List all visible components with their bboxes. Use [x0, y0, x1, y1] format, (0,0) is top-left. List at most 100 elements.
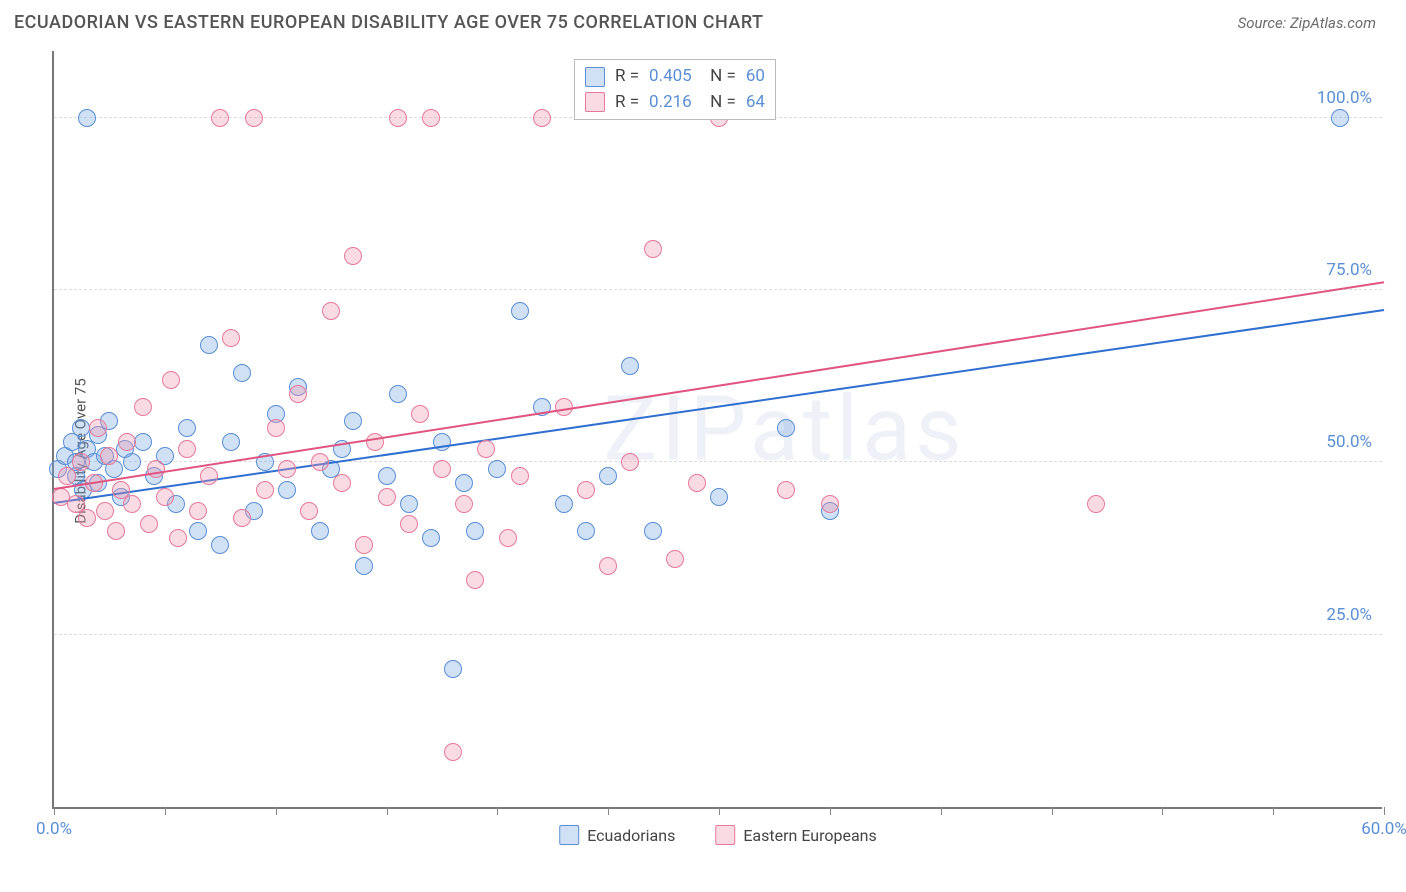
- legend-item: Ecuadorians: [559, 825, 675, 845]
- x-tick: [608, 807, 609, 815]
- data-point: [378, 488, 396, 506]
- data-point: [821, 495, 839, 513]
- data-point: [422, 109, 440, 127]
- data-point: [644, 240, 662, 258]
- legend-swatch: [559, 825, 579, 845]
- data-point: [400, 515, 418, 533]
- data-point: [123, 495, 141, 513]
- data-point: [278, 481, 296, 499]
- bottom-legend: Ecuadorians Eastern Europeans: [559, 825, 877, 845]
- data-point: [178, 419, 196, 437]
- legend-item: Eastern Europeans: [715, 825, 876, 845]
- data-point: [311, 453, 329, 471]
- data-point: [389, 385, 407, 403]
- data-point: [256, 481, 274, 499]
- data-point: [267, 419, 285, 437]
- data-point: [147, 460, 165, 478]
- data-point: [366, 433, 384, 451]
- data-point: [140, 515, 158, 533]
- y-tick-label: 75.0%: [1326, 260, 1372, 280]
- data-point: [311, 522, 329, 540]
- gridline: [54, 461, 1382, 462]
- data-point: [355, 536, 373, 554]
- data-point: [1087, 495, 1105, 513]
- data-point: [389, 109, 407, 127]
- stat-label: N =: [702, 90, 736, 116]
- x-tick: [497, 807, 498, 815]
- x-tick: [276, 807, 277, 815]
- data-point: [278, 460, 296, 478]
- data-point: [178, 440, 196, 458]
- data-point: [666, 550, 684, 568]
- data-point: [200, 467, 218, 485]
- data-point: [162, 371, 180, 389]
- data-point: [644, 522, 662, 540]
- data-point: [222, 329, 240, 347]
- data-point: [72, 419, 90, 437]
- data-point: [777, 481, 795, 499]
- stats-legend: R = 0.405 N = 60R = 0.216 N = 64: [574, 59, 776, 120]
- x-tick: [1273, 807, 1274, 815]
- data-point: [511, 467, 529, 485]
- data-point: [78, 509, 96, 527]
- legend-label: Ecuadorians: [587, 826, 675, 845]
- data-point: [444, 660, 462, 678]
- data-point: [289, 385, 307, 403]
- data-point: [710, 488, 728, 506]
- y-tick-label: 25.0%: [1326, 605, 1372, 625]
- x-tick: [1052, 807, 1053, 815]
- data-point: [488, 460, 506, 478]
- chart-container: Disability Age Over 75 ZIPatlas 25.0%50.…: [0, 41, 1406, 861]
- x-tick-label: 0.0%: [36, 819, 72, 839]
- data-point: [533, 109, 551, 127]
- data-point: [200, 336, 218, 354]
- data-point: [444, 743, 462, 761]
- data-point: [107, 522, 125, 540]
- data-point: [688, 474, 706, 492]
- data-point: [245, 109, 263, 127]
- data-point: [89, 419, 107, 437]
- stat-label: R =: [615, 64, 639, 90]
- data-point: [433, 460, 451, 478]
- data-point: [96, 502, 114, 520]
- data-point: [189, 502, 207, 520]
- data-point: [378, 467, 396, 485]
- n-value: 60: [746, 64, 765, 90]
- data-point: [455, 495, 473, 513]
- legend-label: Eastern Europeans: [743, 826, 876, 845]
- data-point: [577, 481, 595, 499]
- data-point: [777, 419, 795, 437]
- data-point: [211, 536, 229, 554]
- stats-row: R = 0.216 N = 64: [585, 90, 765, 116]
- data-point: [100, 447, 118, 465]
- x-tick: [54, 807, 55, 815]
- data-point: [333, 474, 351, 492]
- chart-header: ECUADORIAN VS EASTERN EUROPEAN DISABILIT…: [0, 0, 1406, 41]
- data-point: [134, 398, 152, 416]
- gridline: [54, 634, 1382, 635]
- chart-source: Source: ZipAtlas.com: [1238, 14, 1376, 32]
- data-point: [599, 557, 617, 575]
- data-point: [118, 433, 136, 451]
- data-point: [189, 522, 207, 540]
- data-point: [599, 467, 617, 485]
- legend-swatch: [585, 92, 605, 112]
- x-tick: [830, 807, 831, 815]
- data-point: [344, 247, 362, 265]
- data-point: [511, 302, 529, 320]
- n-value: 64: [746, 90, 765, 116]
- data-point: [322, 302, 340, 320]
- legend-swatch: [585, 67, 605, 87]
- data-point: [156, 488, 174, 506]
- data-point: [78, 109, 96, 127]
- data-point: [555, 495, 573, 513]
- chart-title: ECUADORIAN VS EASTERN EUROPEAN DISABILIT…: [14, 12, 764, 33]
- x-tick: [941, 807, 942, 815]
- data-point: [72, 453, 90, 471]
- data-point: [222, 433, 240, 451]
- data-point: [499, 529, 517, 547]
- y-tick-label: 50.0%: [1326, 432, 1372, 452]
- data-point: [577, 522, 595, 540]
- data-point: [411, 405, 429, 423]
- data-point: [400, 495, 418, 513]
